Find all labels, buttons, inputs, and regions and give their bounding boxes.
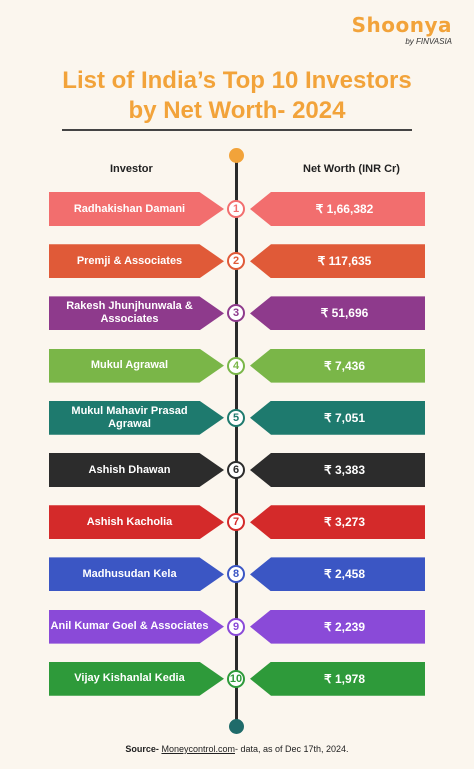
- net-worth-bar: ₹ 3,273: [250, 505, 425, 540]
- shoonya-logo: Shoonya by FINVASIA: [352, 14, 452, 46]
- title-line-1: List of India’s Top 10 Investors: [62, 67, 412, 94]
- investor-name: Mukul Mahavir Prasad Agrawal: [71, 404, 188, 430]
- rank-badge: 10: [227, 669, 245, 688]
- rank-badge: 8: [227, 565, 245, 584]
- net-worth-value: ₹ 117,635: [317, 254, 372, 269]
- net-worth-value: ₹ 1,978: [324, 671, 365, 686]
- page-title: List of India’s Top 10 Investors by Net …: [0, 66, 474, 126]
- investor-name: Premji & Associates: [76, 254, 183, 267]
- rank-badge: 4: [227, 356, 245, 375]
- investor-name: Rakesh Jhunjhunwala & Associates: [66, 300, 193, 326]
- rank-badge: 7: [227, 513, 245, 532]
- source-link[interactable]: Moneycontrol.com: [161, 744, 235, 754]
- investor-bar: Ashish Dhawan: [49, 453, 224, 487]
- net-worth-bar: ₹ 1,978: [250, 661, 425, 696]
- net-worth-bar: ₹ 7,436: [250, 348, 425, 383]
- investor-name: Ashish Dhawan: [88, 463, 171, 476]
- rank-badge: 6: [227, 461, 245, 479]
- title-line-2: by Net Worth- 2024: [128, 97, 346, 124]
- timeline-spine: [235, 160, 238, 726]
- investor-name: Ashish Kacholia: [86, 515, 173, 528]
- net-worth-value: ₹ 3,383: [324, 463, 365, 477]
- investor-bar: Rakesh Jhunjhunwala & Associates: [49, 296, 224, 331]
- investor-bar: Radhakishan Damani: [49, 192, 224, 226]
- net-worth-bar: ₹ 7,051: [250, 400, 425, 435]
- net-worth-value: ₹ 2,458: [324, 567, 365, 582]
- logo-brand: Shoonya: [351, 13, 452, 37]
- net-worth-value: ₹ 51,696: [320, 306, 369, 321]
- rank-badge: 3: [227, 304, 245, 323]
- source-label: Source-: [125, 744, 159, 754]
- rank-badge: 2: [227, 252, 245, 271]
- investor-bar: Ashish Kacholia: [49, 505, 224, 540]
- rank-badge: 9: [227, 617, 245, 636]
- rank-badge: 5: [227, 408, 245, 427]
- source-rest: - data, as of Dec 17th, 2024.: [234, 744, 349, 754]
- net-worth-value: ₹ 1,66,382: [315, 202, 374, 216]
- investor-bar: Premji & Associates: [49, 244, 224, 279]
- net-worth-bar: ₹ 2,239: [250, 609, 425, 644]
- net-worth-value: ₹ 7,051: [324, 410, 365, 425]
- investor-name: Madhusudan Kela: [82, 567, 177, 580]
- net-worth-column-header: Net Worth (INR Cr): [303, 163, 400, 175]
- timeline-start-dot: [229, 148, 244, 163]
- investor-bar: Madhusudan Kela: [49, 557, 224, 592]
- investor-bar: Anil Kumar Goel & Associates: [49, 609, 224, 644]
- net-worth-bar: ₹ 1,66,382: [250, 192, 425, 226]
- net-worth-value: ₹ 3,273: [324, 515, 365, 530]
- net-worth-bar: ₹ 117,635: [250, 244, 425, 279]
- investor-column-header: Investor: [110, 163, 153, 175]
- net-worth-value: ₹ 2,239: [324, 619, 365, 634]
- timeline-end-dot: [229, 719, 244, 734]
- investor-name: Anil Kumar Goel & Associates: [50, 620, 209, 633]
- investor-name: Radhakishan Damani: [73, 202, 186, 215]
- investor-bar: Mukul Mahavir Prasad Agrawal: [49, 400, 224, 435]
- investor-name: Vijay Kishanlal Kedia: [74, 672, 185, 685]
- logo-sub: by FINVASIA: [405, 37, 452, 46]
- net-worth-bar: ₹ 2,458: [250, 557, 425, 592]
- investor-bar: Mukul Agrawal: [49, 348, 224, 383]
- rank-badge: 1: [227, 200, 245, 218]
- net-worth-bar: ₹ 3,383: [250, 453, 425, 487]
- net-worth-value: ₹ 7,436: [324, 358, 365, 373]
- investor-bar: Vijay Kishanlal Kedia: [49, 661, 224, 696]
- investor-name: Mukul Agrawal: [90, 359, 169, 372]
- source-note: Source- Moneycontrol.com- data, as of De…: [0, 744, 474, 754]
- title-divider: [62, 129, 412, 131]
- net-worth-bar: ₹ 51,696: [250, 296, 425, 331]
